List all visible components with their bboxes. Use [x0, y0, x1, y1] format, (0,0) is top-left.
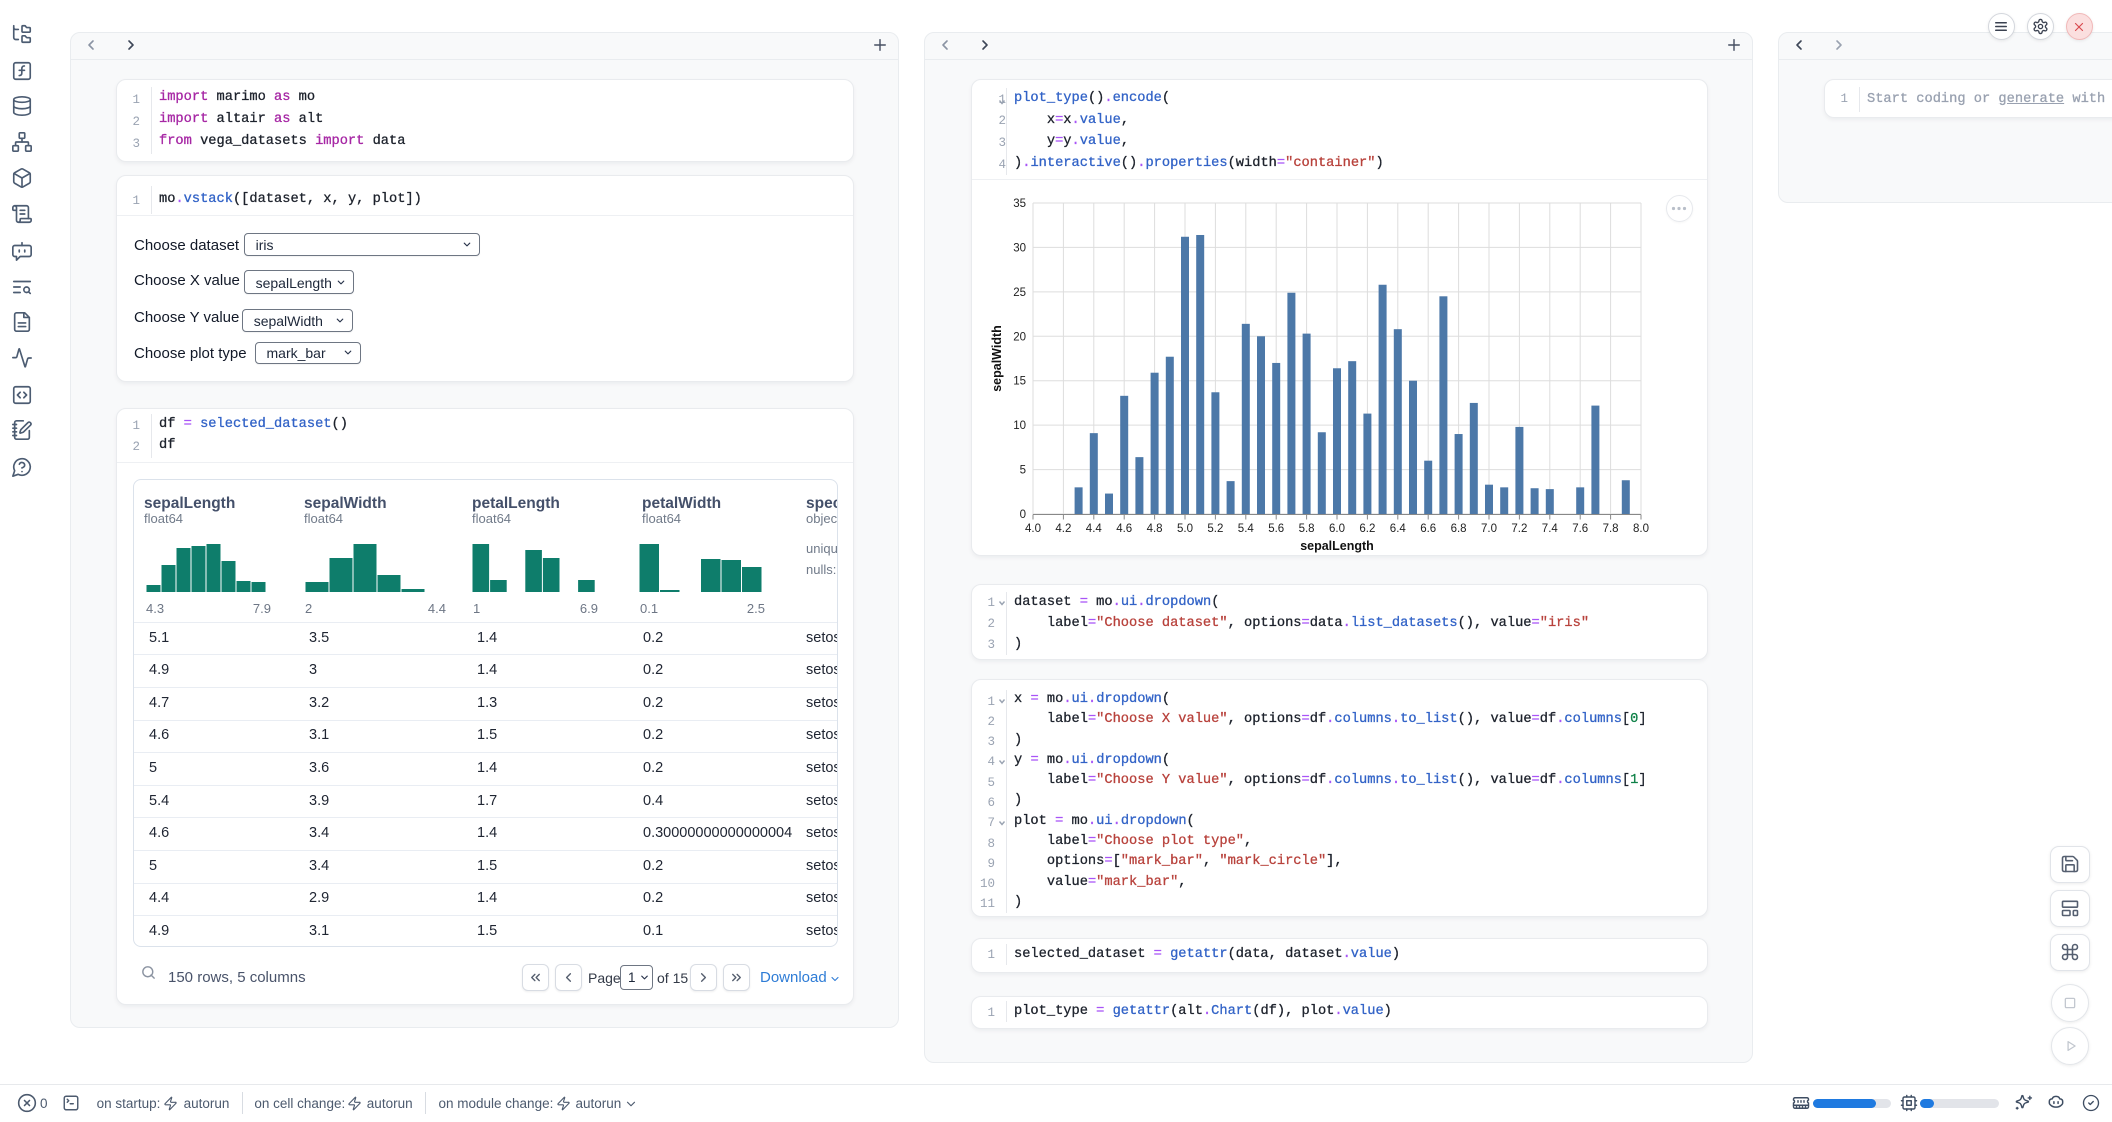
- svg-text:7.0: 7.0: [1481, 523, 1497, 535]
- svg-text:8.0: 8.0: [1633, 523, 1649, 535]
- svg-text:4.0: 4.0: [1025, 523, 1041, 535]
- svg-text:35: 35: [1013, 198, 1026, 210]
- svg-text:4.6: 4.6: [1116, 523, 1132, 535]
- svg-text:5.4: 5.4: [1238, 523, 1255, 535]
- svg-text:sepalWidth: sepalWidth: [990, 325, 1004, 392]
- svg-text:7.8: 7.8: [1603, 523, 1619, 535]
- svg-text:6.0: 6.0: [1329, 523, 1345, 535]
- svg-text:5.2: 5.2: [1207, 523, 1223, 535]
- svg-text:4.8: 4.8: [1147, 523, 1163, 535]
- svg-text:0: 0: [1020, 509, 1026, 521]
- svg-text:20: 20: [1013, 331, 1026, 343]
- svg-text:30: 30: [1013, 242, 1026, 254]
- svg-text:5.0: 5.0: [1177, 523, 1193, 535]
- svg-text:6.6: 6.6: [1420, 523, 1436, 535]
- svg-text:15: 15: [1013, 376, 1026, 388]
- svg-text:7.2: 7.2: [1511, 523, 1527, 535]
- svg-text:sepalLength: sepalLength: [1300, 539, 1374, 553]
- svg-text:4.4: 4.4: [1086, 523, 1103, 535]
- svg-text:4.2: 4.2: [1055, 523, 1071, 535]
- svg-text:7.6: 7.6: [1572, 523, 1588, 535]
- svg-text:5.8: 5.8: [1299, 523, 1315, 535]
- svg-text:7.4: 7.4: [1542, 523, 1559, 535]
- svg-text:6.8: 6.8: [1451, 523, 1467, 535]
- svg-text:10: 10: [1013, 420, 1026, 432]
- svg-text:6.4: 6.4: [1390, 523, 1407, 535]
- svg-text:25: 25: [1013, 287, 1026, 299]
- svg-text:5.6: 5.6: [1268, 523, 1284, 535]
- svg-text:5: 5: [1020, 465, 1026, 477]
- svg-text:6.2: 6.2: [1359, 523, 1375, 535]
